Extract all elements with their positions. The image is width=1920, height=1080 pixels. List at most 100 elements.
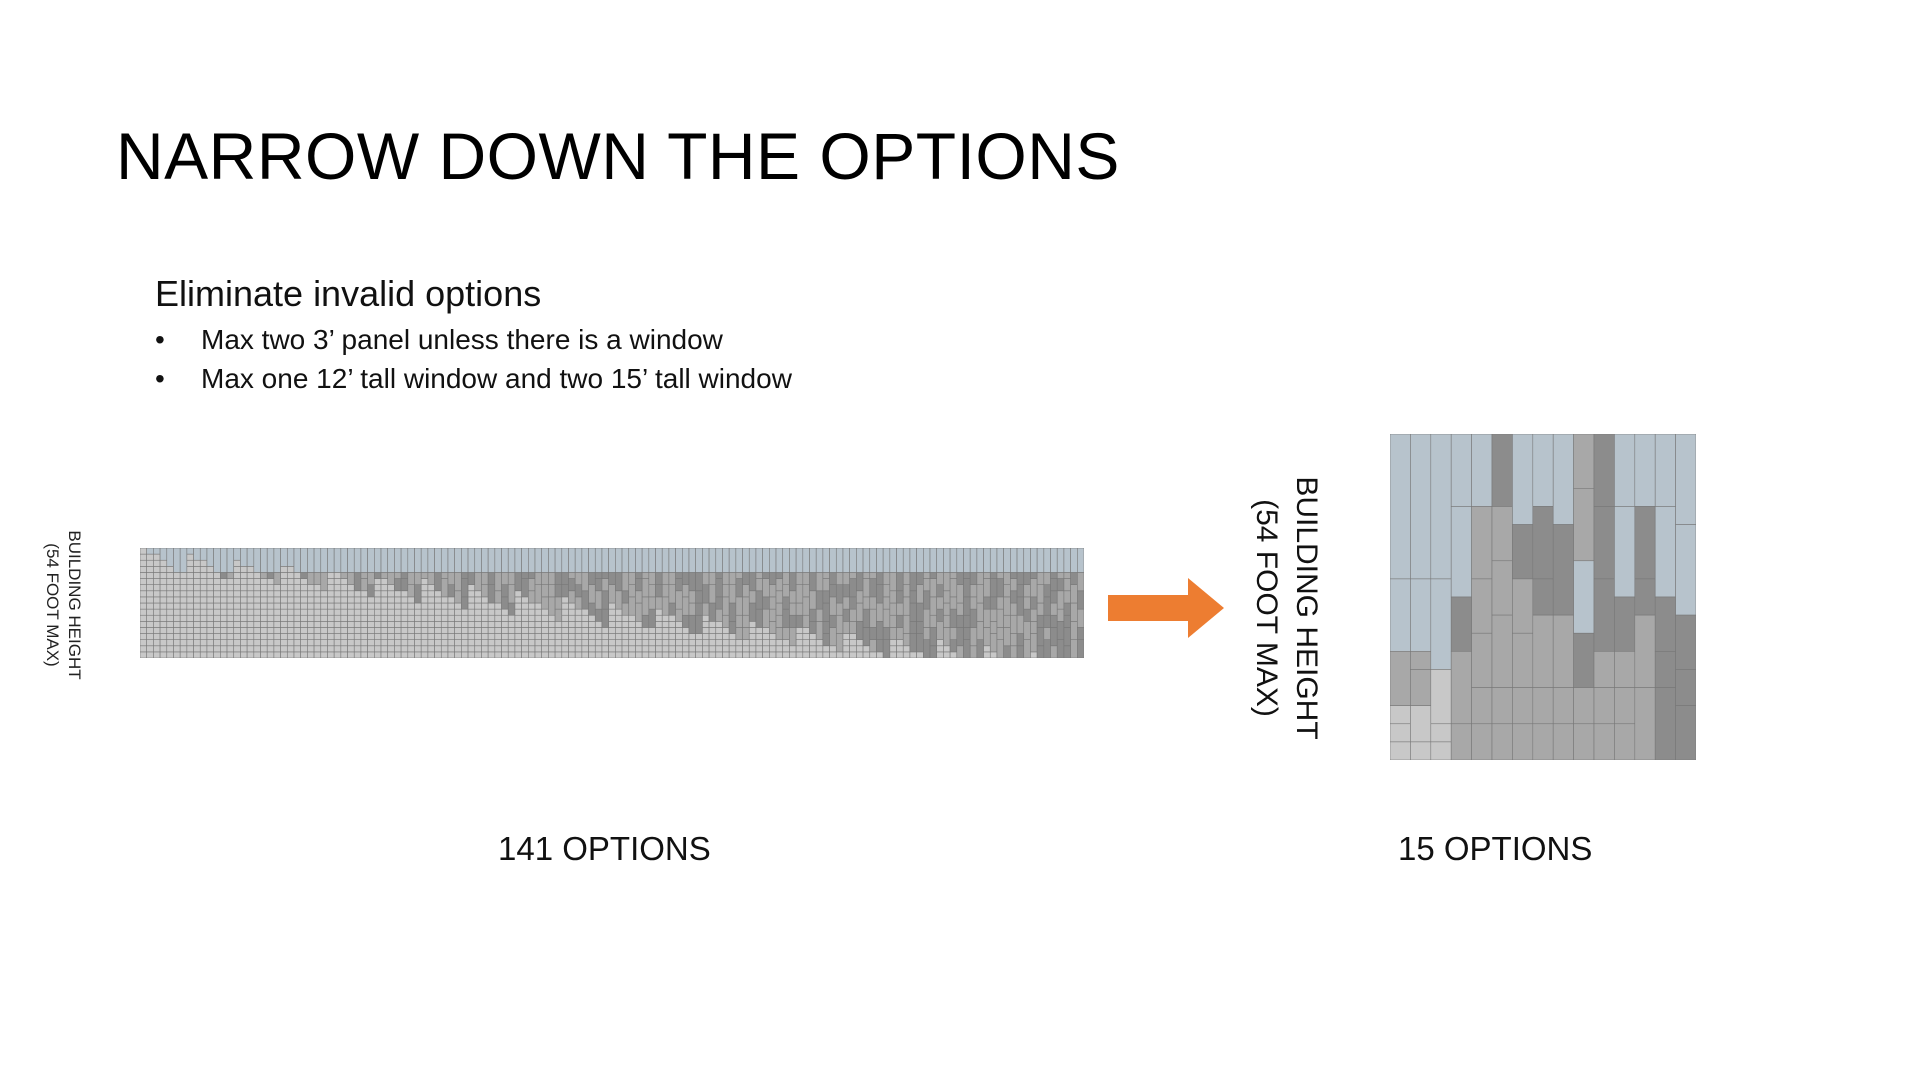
arrow-shape — [1108, 578, 1224, 638]
panel-cell — [179, 627, 188, 634]
panel-cell — [286, 627, 295, 634]
panel-cell — [173, 639, 181, 647]
panel-cell — [521, 602, 529, 610]
panel-cell — [541, 572, 549, 585]
panel-cell — [400, 639, 409, 647]
panel-cell — [226, 645, 235, 653]
panel-cell — [213, 596, 221, 604]
panel-cell — [635, 621, 643, 628]
window-cell — [420, 548, 429, 573]
panel-cell — [280, 621, 288, 628]
panel-cell — [1056, 639, 1065, 658]
panel-cell — [534, 645, 543, 653]
panel-cell — [427, 572, 435, 585]
panel-cell — [702, 602, 710, 616]
panel-cell — [1043, 614, 1051, 628]
panel-cell — [233, 645, 241, 653]
panel-cell — [1023, 621, 1031, 640]
panel-cell — [474, 614, 482, 622]
panel-cell — [387, 633, 395, 640]
panel-cell — [153, 651, 161, 658]
panel-cell — [916, 621, 924, 634]
panel-cell — [394, 645, 402, 653]
panel-cell — [641, 578, 650, 598]
panel-cell — [675, 651, 683, 658]
panel-cell — [862, 645, 871, 653]
window-cell — [414, 548, 422, 573]
panel-cell — [943, 645, 951, 653]
panel-cell — [769, 621, 777, 634]
panel-cell — [407, 639, 415, 647]
panel-cell — [280, 572, 288, 579]
panel-cell — [300, 651, 308, 658]
panel-cell — [220, 602, 228, 610]
panel-cell — [722, 584, 730, 598]
panel-cell — [561, 645, 569, 653]
panel-cell — [1491, 434, 1513, 507]
panel-cell — [494, 621, 502, 628]
panel-cell — [193, 627, 201, 634]
panel-cell — [943, 614, 951, 628]
panel-cell — [782, 627, 790, 640]
panel-cell — [949, 608, 958, 628]
panel-cell — [360, 608, 368, 616]
panel-cell — [521, 596, 529, 604]
panel-cell — [849, 633, 857, 640]
panel-cell — [199, 578, 208, 585]
panel-cell — [541, 627, 549, 634]
window-cell — [400, 548, 409, 573]
panel-cell — [307, 639, 315, 647]
panel-cell — [909, 633, 917, 653]
panel-cell — [273, 651, 281, 658]
panel-cell — [1030, 651, 1038, 658]
panel-cell — [936, 639, 944, 647]
panel-cell — [561, 596, 569, 604]
panel-cell — [762, 596, 770, 610]
panel-cell — [528, 645, 536, 653]
panel-cell — [313, 621, 322, 628]
panel-cell — [394, 633, 402, 640]
panel-cell — [213, 639, 221, 647]
panel-cell — [474, 596, 482, 604]
panel-cell — [320, 651, 328, 658]
panel-cell — [514, 627, 522, 634]
panel-cell — [715, 578, 723, 598]
panel-cell — [320, 596, 328, 604]
window-cell — [822, 548, 830, 573]
panel-cell — [949, 596, 958, 610]
panel-cell — [327, 590, 335, 598]
panel-cell — [829, 645, 837, 653]
panel-cell — [581, 572, 589, 592]
panel-cell — [976, 639, 984, 658]
panel-cell — [1654, 687, 1676, 760]
panel-cell — [702, 584, 710, 604]
panel-cell — [233, 584, 241, 592]
panel-cell — [869, 608, 877, 628]
panel-cell — [507, 621, 516, 628]
panel-cell — [1634, 614, 1656, 688]
window-cell — [353, 548, 362, 573]
panel-cell — [548, 627, 556, 634]
panel-cell — [394, 627, 402, 634]
panel-cell — [661, 614, 670, 622]
panel-cell — [166, 596, 174, 604]
panel-cell — [307, 590, 315, 598]
panel-cell — [795, 639, 804, 647]
panel-cell — [561, 614, 569, 622]
panel-cell — [494, 614, 502, 622]
panel-cell — [447, 584, 455, 598]
panel-cell — [347, 651, 355, 658]
panel-cell — [594, 651, 603, 658]
panel-cell — [1050, 602, 1058, 616]
window-cell — [300, 548, 308, 573]
panel-cell — [220, 651, 228, 658]
panel-cell — [461, 608, 469, 616]
window-cell — [213, 548, 221, 573]
panel-cell — [240, 608, 248, 616]
window-cell — [856, 548, 864, 573]
panel-cell — [280, 590, 288, 598]
panel-cell — [1023, 639, 1031, 658]
panel-cell — [313, 608, 322, 616]
window-cell — [440, 548, 449, 573]
panel-cell — [769, 645, 777, 653]
